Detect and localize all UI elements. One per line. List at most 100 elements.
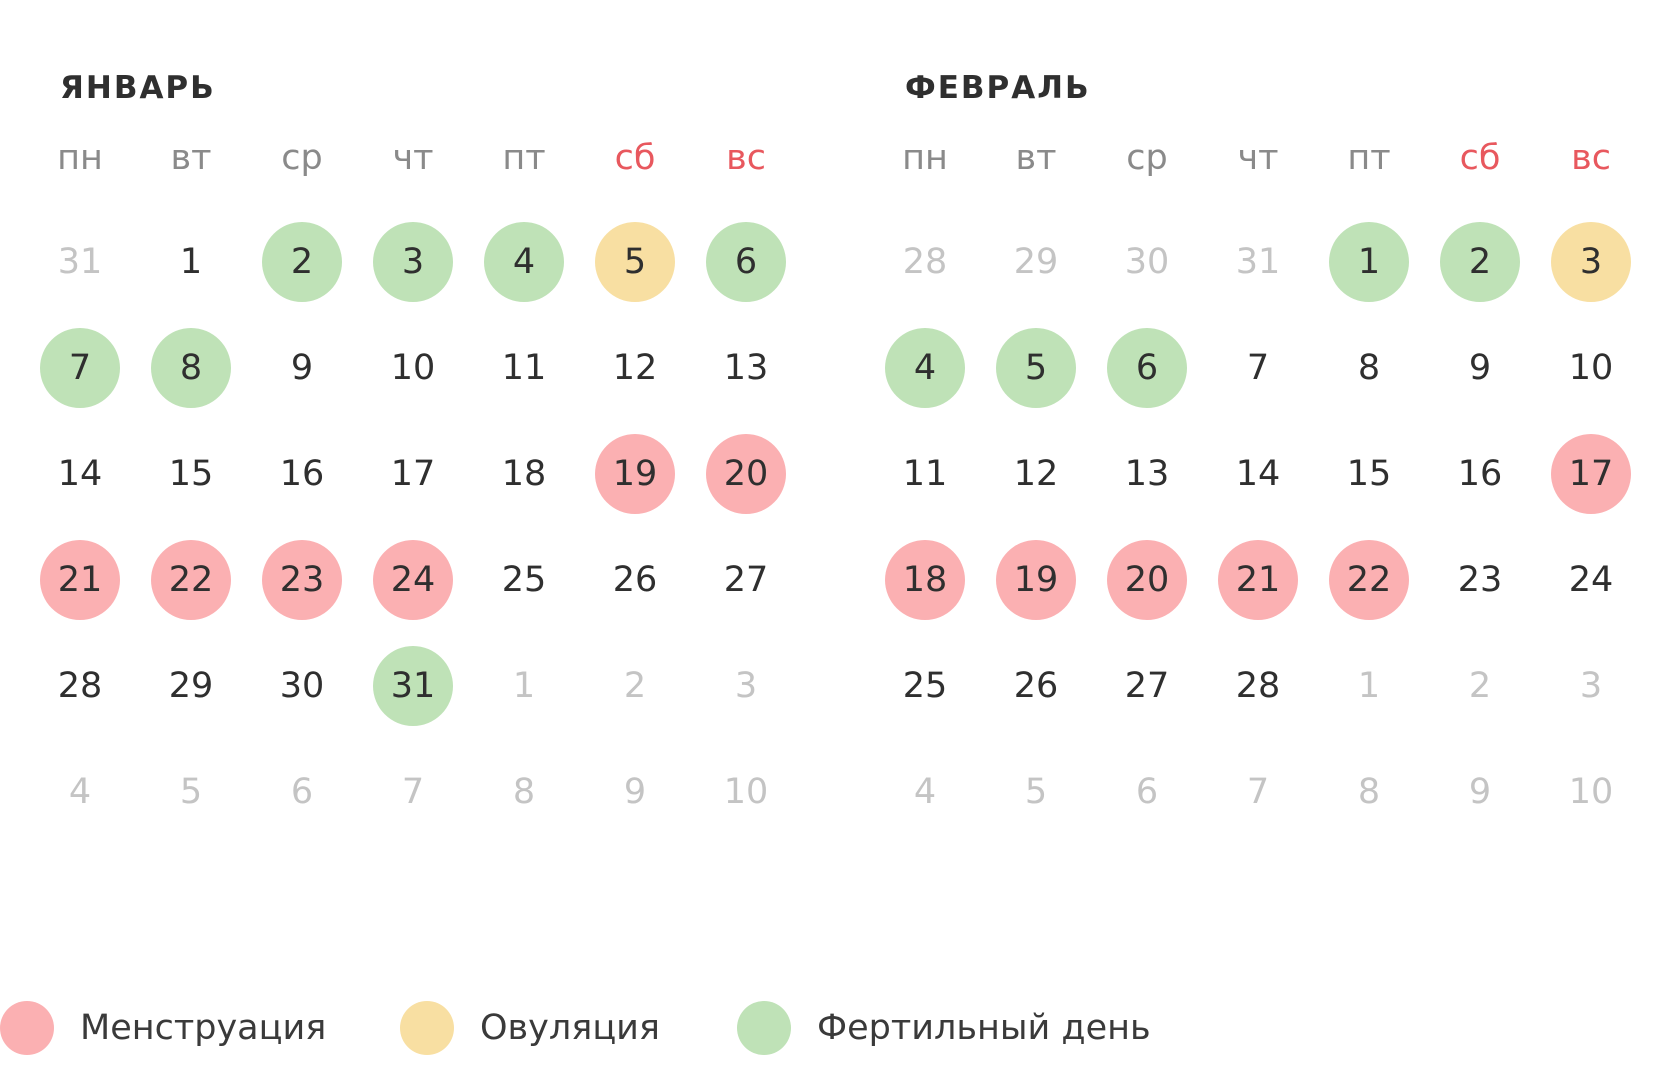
day-cell[interactable]: 29 [168, 666, 214, 706]
day-cell-fertile[interactable]: 7 [40, 328, 120, 408]
day-cell-fertile[interactable]: 1 [1329, 222, 1409, 302]
day-cell-menstruation[interactable]: 19 [996, 540, 1076, 620]
weekday-label: пн [902, 138, 948, 178]
day-cell-menstruation[interactable]: 19 [595, 434, 675, 514]
day-cell[interactable]: 10 [390, 348, 436, 388]
day-cell-fertile[interactable]: 31 [373, 646, 453, 726]
day-cell-outside-month: 4 [913, 772, 937, 812]
day-cell[interactable]: 16 [279, 454, 325, 494]
day-cell-outside-month: 29 [1013, 242, 1059, 282]
day-cell-fertile[interactable]: 2 [1440, 222, 1520, 302]
day-cell-outside-month: 9 [1468, 772, 1492, 812]
day-cell-menstruation[interactable]: 21 [1218, 540, 1298, 620]
day-cell-menstruation[interactable]: 18 [885, 540, 965, 620]
day-cell-fertile[interactable]: 6 [706, 222, 786, 302]
day-cell[interactable]: 24 [1568, 560, 1614, 600]
month-title: ФЕВРАЛЬ [905, 70, 1091, 106]
day-cell-ovulation[interactable]: 3 [1551, 222, 1631, 302]
day-cell[interactable]: 25 [902, 666, 948, 706]
legend-dot-menstruation [0, 1001, 54, 1055]
day-cell-outside-month: 9 [623, 772, 647, 812]
weekday-label: ср [1126, 138, 1168, 178]
legend-label: Овуляция [480, 1008, 660, 1048]
day-cell[interactable]: 14 [1235, 454, 1281, 494]
legend: Менструация Овуляция Фертильный день [0, 1000, 1680, 1060]
day-cell-fertile[interactable]: 2 [262, 222, 342, 302]
day-cell[interactable]: 23 [1457, 560, 1503, 600]
day-cell-menstruation[interactable]: 20 [706, 434, 786, 514]
day-cell-outside-month: 3 [734, 666, 758, 706]
weekday-label: пн [57, 138, 103, 178]
day-cell-fertile[interactable]: 8 [151, 328, 231, 408]
month-february: ФЕВРАЛЬ пн вт ср чт пт сб вс 28 29 30 31 1 2 3 4 5 6 7 8 9… [845, 0, 1631, 840]
day-cell-outside-month: 8 [1357, 772, 1381, 812]
day-cell[interactable]: 28 [57, 666, 103, 706]
weekday-label: чт [1237, 138, 1279, 178]
day-cell[interactable]: 28 [1235, 666, 1281, 706]
weekday-label: сб [614, 138, 656, 178]
day-cell-outside-month: 2 [623, 666, 647, 706]
day-cell-outside-month: 2 [1468, 666, 1492, 706]
day-cell-fertile[interactable]: 5 [996, 328, 1076, 408]
legend-label: Менструация [80, 1008, 327, 1048]
day-cell[interactable]: 17 [390, 454, 436, 494]
day-cell[interactable]: 27 [723, 560, 769, 600]
day-cell-menstruation[interactable]: 17 [1551, 434, 1631, 514]
day-cell-fertile[interactable]: 4 [484, 222, 564, 302]
day-cell-outside-month: 5 [179, 772, 203, 812]
day-cell-outside-month: 10 [1568, 772, 1614, 812]
day-cell[interactable]: 11 [902, 454, 948, 494]
day-cell-outside-month: 31 [1235, 242, 1281, 282]
day-cell-fertile[interactable]: 4 [885, 328, 965, 408]
day-cell[interactable]: 13 [1124, 454, 1170, 494]
day-cell[interactable]: 1 [179, 242, 203, 282]
day-cell-ovulation[interactable]: 5 [595, 222, 675, 302]
day-cell-outside-month: 1 [1357, 666, 1381, 706]
day-cell-menstruation[interactable]: 20 [1107, 540, 1187, 620]
day-cell-outside-month: 10 [723, 772, 769, 812]
day-cell-outside-month: 1 [512, 666, 536, 706]
day-cell-fertile[interactable]: 6 [1107, 328, 1187, 408]
day-cell[interactable]: 9 [290, 348, 314, 388]
day-cell-fertile[interactable]: 3 [373, 222, 453, 302]
day-cell[interactable]: 15 [1346, 454, 1392, 494]
day-cell[interactable]: 26 [612, 560, 658, 600]
day-cell-menstruation[interactable]: 22 [1329, 540, 1409, 620]
legend-item-fertile: Фертильный день [737, 1000, 1151, 1056]
day-cell[interactable]: 25 [501, 560, 547, 600]
day-cell[interactable]: 11 [501, 348, 547, 388]
day-cell[interactable]: 15 [168, 454, 214, 494]
day-cell-menstruation[interactable]: 24 [373, 540, 453, 620]
day-cell-menstruation[interactable]: 23 [262, 540, 342, 620]
day-cell[interactable]: 14 [57, 454, 103, 494]
day-cell[interactable]: 26 [1013, 666, 1059, 706]
day-cell[interactable]: 27 [1124, 666, 1170, 706]
day-cell[interactable]: 30 [279, 666, 325, 706]
weekday-label: пт [502, 138, 546, 178]
legend-dot-fertile [737, 1001, 791, 1055]
day-cell[interactable]: 10 [1568, 348, 1614, 388]
day-cell-outside-month: 28 [902, 242, 948, 282]
day-cell[interactable]: 18 [501, 454, 547, 494]
legend-item-menstruation: Менструация [0, 1000, 326, 1056]
month-january: ЯНВАРЬ пн вт ср чт пт сб вс 31 1 2 3 4 5 6 7 8 9 10 11 12 1… [0, 0, 786, 840]
day-cell[interactable]: 9 [1468, 348, 1492, 388]
day-cell-outside-month: 6 [290, 772, 314, 812]
day-cell-menstruation[interactable]: 21 [40, 540, 120, 620]
day-cell[interactable]: 12 [1013, 454, 1059, 494]
month-title: ЯНВАРЬ [60, 70, 216, 106]
day-cell[interactable]: 12 [612, 348, 658, 388]
day-cell[interactable]: 16 [1457, 454, 1503, 494]
day-cell-outside-month: 6 [1135, 772, 1159, 812]
day-cell-outside-month: 5 [1024, 772, 1048, 812]
legend-label: Фертильный день [817, 1008, 1151, 1048]
day-cell-menstruation[interactable]: 22 [151, 540, 231, 620]
day-cell-outside-month: 30 [1124, 242, 1170, 282]
day-cell-outside-month: 7 [401, 772, 425, 812]
day-cell[interactable]: 13 [723, 348, 769, 388]
legend-item-ovulation: Овуляция [400, 1000, 660, 1056]
day-cell[interactable]: 7 [1246, 348, 1270, 388]
weekday-label: ср [281, 138, 323, 178]
day-cell[interactable]: 8 [1357, 348, 1381, 388]
weekday-label: вс [726, 138, 766, 178]
